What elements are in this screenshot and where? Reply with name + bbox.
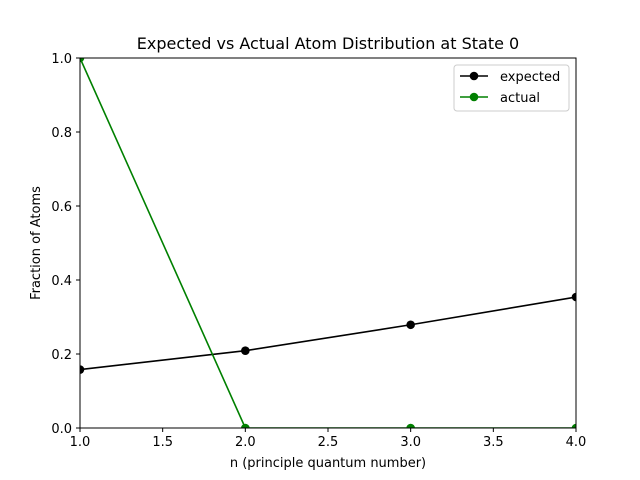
- y-tick-label: 0.8: [51, 126, 72, 141]
- legend: expected actual: [453, 64, 570, 112]
- data-point-expected: [80, 365, 85, 374]
- data-point-expected: [241, 346, 250, 355]
- series-layer: [80, 58, 576, 428]
- y-tick-label: 0.4: [51, 274, 72, 289]
- data-point-actual: [241, 423, 250, 428]
- data-point-expected: [571, 292, 576, 302]
- legend-label-expected: expected: [500, 70, 560, 85]
- data-point-actual: [80, 58, 85, 63]
- x-tick-label: 2.5: [318, 435, 339, 450]
- axes-frame: [79, 57, 577, 429]
- data-point-actual: [571, 423, 576, 428]
- series-line-expected: [80, 296, 576, 371]
- series-line-actual: [80, 58, 576, 428]
- plot-area: 1.0 1.5 2.0 2.5 3.0 3.5 4.0 0.0 0.2 0.4 0.6 0.8 1.0 e…: [51, 52, 586, 450]
- data-point-expected: [406, 320, 415, 330]
- x-axis-label: n (principle quantum number): [230, 456, 426, 471]
- y-tick-label: 0.6: [51, 200, 72, 215]
- legend-marker-actual: [469, 92, 479, 102]
- y-tick-label: 1.0: [51, 52, 72, 67]
- y-tick-label: 0.0: [51, 422, 72, 437]
- x-tick-label: 4.0: [566, 435, 587, 450]
- x-tick-label: 1.5: [152, 435, 173, 450]
- legend-label-actual: actual: [500, 91, 540, 106]
- x-tick-label: 3.5: [483, 435, 504, 450]
- y-tick-label: 0.2: [51, 348, 72, 363]
- data-point-actual: [406, 423, 415, 428]
- y-axis-label: Fraction of Atoms: [29, 186, 44, 300]
- chart-title: Expected vs Actual Atom Distribution at …: [137, 34, 519, 53]
- x-tick-label: 3.0: [400, 435, 421, 450]
- legend-marker-expected: [469, 71, 479, 81]
- x-tick-label: 2.0: [235, 435, 256, 450]
- x-tick-label: 1.0: [70, 435, 91, 450]
